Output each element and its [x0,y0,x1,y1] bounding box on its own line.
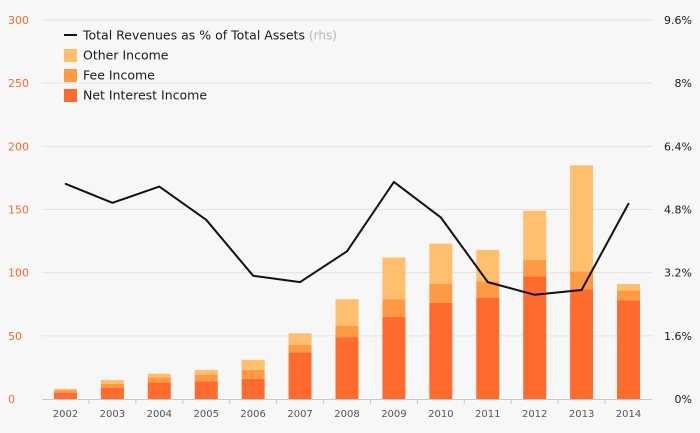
line-series [64,180,630,296]
line-point [64,183,67,185]
bar-other-income [429,243,453,285]
bar-other-income [523,210,547,261]
bar-other-income [335,299,359,326]
bar-net-interest-income [241,378,265,399]
bar-net-interest-income [288,352,312,399]
bar-fee-income [288,344,312,353]
x-tick-label: 2014 [616,409,641,420]
line-point [440,216,442,219]
legend-swatch-net-interest-income [64,89,77,102]
x-tick-label: 2002 [53,409,78,420]
line-point [252,275,254,277]
bar-other-income [617,284,641,291]
legend-rhs-note: (rhs) [309,29,337,43]
bar-fee-income [147,377,171,383]
bar-net-interest-income [53,392,77,399]
bar-series [53,165,641,399]
y-right-tick-label: 0% [675,393,692,406]
bar-net-interest-income [335,337,359,399]
bar-net-interest-income [617,300,641,399]
bar-other-income [288,333,312,345]
bar-fee-income [335,325,359,338]
bar-fee-income [523,260,547,277]
y-left-tick-label: 150 [8,204,29,217]
x-tick-label: 2005 [194,409,219,420]
x-tick-label: 2011 [475,409,500,420]
bar-other-income [147,373,171,378]
bar-fee-income [194,374,218,382]
bar-fee-income [570,271,594,290]
bar-other-income [241,359,265,370]
y-left-tick-label: 0 [8,393,15,406]
legend-label-net-interest-income: Net Interest Income [83,88,207,103]
legend-label-other-income: Other Income [83,48,169,63]
gridlines [42,19,652,337]
line-point [158,185,161,188]
bar-net-interest-income [194,381,218,399]
bar-net-interest-income [382,316,406,399]
x-tick-label: 2010 [428,409,453,420]
y-right-tick-label: 6.4% [664,140,692,153]
bar-other-income [53,388,77,391]
bar-net-interest-income [476,297,500,399]
bar-other-income [570,165,594,272]
x-tick-label: 2003 [100,409,125,420]
line-point [299,281,301,283]
bar-fee-income [241,369,265,379]
bar-other-income [476,249,500,282]
line-point [346,250,348,253]
bar-other-income [382,257,406,300]
line-point [205,218,208,221]
legend: Total Revenues as % of Total Assets (rhs… [64,28,337,103]
legend-label-line: Total Revenues as % of Total Assets (rhs… [82,28,337,43]
bar-net-interest-income [523,276,547,399]
x-tick-label: 2004 [147,409,172,420]
y-right-tick-label: 9.6% [664,14,692,27]
line-point [533,293,536,296]
bar-net-interest-income [147,382,171,399]
y-right-tick-label: 4.8% [664,204,692,217]
bar-net-interest-income [100,387,124,399]
legend-label-fee-income: Fee Income [83,68,155,83]
bar-fee-income [100,383,124,388]
line-point [627,202,630,205]
y-left-tick-label: 300 [8,14,29,27]
x-tick-label: 2008 [334,409,359,420]
axes: 0 0% 50 1.6% 100 3.2% 150 4.8% 200 6.4% 250 8% 300 9.… [8,14,692,420]
x-tick-label: 2012 [522,409,547,420]
legend-swatch-fee-income [64,69,77,82]
bar-other-income [194,369,218,375]
line-point [393,181,395,183]
bar-fee-income [429,284,453,303]
bar-fee-income [476,281,500,298]
x-tick-label: 2006 [240,409,265,420]
y-left-tick-label: 200 [8,140,29,153]
y-right-tick-label: 8% [675,77,692,90]
y-left-tick-label: 100 [8,267,29,280]
line-point [111,201,114,204]
x-tick-label: 2009 [381,409,406,420]
x-tick-label: 2013 [569,409,594,420]
legend-swatch-other-income [64,49,77,62]
y-right-tick-label: 3.2% [664,267,692,280]
line-point [486,281,489,283]
bar-net-interest-income [570,289,594,399]
x-tick-label: 2007 [287,409,312,420]
bar-other-income [100,380,124,384]
bar-fee-income [617,290,641,301]
bar-fee-income [382,299,406,317]
y-right-tick-label: 1.6% [664,330,692,343]
line-point [580,289,583,291]
bar-fee-income [53,390,77,393]
y-left-tick-label: 250 [8,77,29,90]
y-left-tick-label: 50 [8,330,22,343]
bar-net-interest-income [429,302,453,399]
